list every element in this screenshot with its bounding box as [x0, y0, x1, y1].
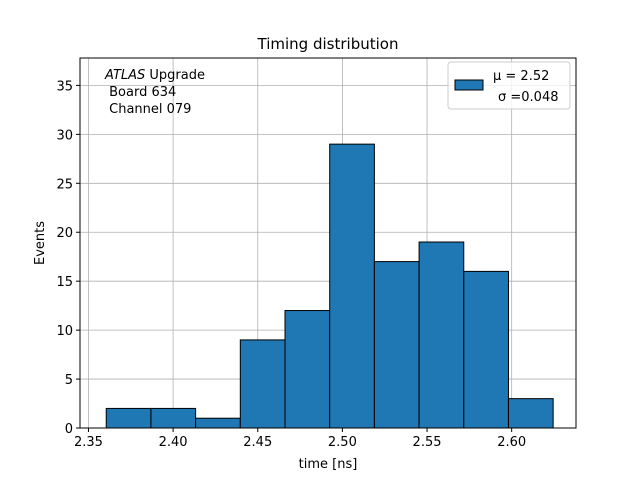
histogram-bar-8 — [463, 270, 509, 429]
legend: μ = 2.52 σ =0.048 — [447, 61, 571, 110]
legend-swatch — [454, 79, 484, 91]
legend-box — [447, 61, 571, 110]
histogram-bar-4 — [284, 310, 331, 429]
x-axis-ticks: 2.35 2.40 2.45 2.50 2.55 2.60 — [74, 428, 526, 450]
y-axis-ticks: 0 5 10 15 20 25 30 35 — [56, 79, 80, 437]
y-tick-label-1: 5 — [65, 373, 73, 388]
histogram-bar-5 — [329, 143, 375, 429]
histogram-bar-2 — [195, 417, 241, 429]
annotation-upgrade: Upgrade — [145, 68, 205, 83]
annotation-line-2: Board 634 — [105, 85, 176, 100]
legend-sigma: σ =0.048 — [498, 90, 558, 105]
x-tick-label-3: 2.50 — [328, 435, 357, 450]
info-annotation: ATLAS Upgrade Board 634 Channel 079 — [104, 68, 205, 117]
annotation-line-1: ATLAS Upgrade — [104, 68, 205, 83]
chart-title: Timing distribution — [257, 35, 399, 53]
annotation-atlas: ATLAS — [104, 68, 145, 83]
legend-mu: μ = 2.52 — [493, 69, 549, 84]
histogram-bar-6 — [373, 261, 420, 429]
annotation-line-3: Channel 079 — [105, 102, 191, 117]
x-tick-label-0: 2.35 — [74, 435, 103, 450]
x-tick-label-4: 2.55 — [413, 435, 442, 450]
x-axis-label: time [ns] — [299, 457, 358, 472]
histogram-bar-0 — [105, 407, 152, 429]
y-tick-label-6: 30 — [56, 128, 73, 143]
histogram-bar-7 — [418, 241, 465, 429]
histogram-bar-1 — [150, 407, 197, 429]
y-tick-label-7: 35 — [56, 79, 73, 94]
x-tick-label-5: 2.60 — [497, 435, 526, 450]
y-tick-label-3: 15 — [56, 275, 73, 290]
y-tick-label-0: 0 — [65, 422, 73, 437]
plot-frame — [79, 57, 577, 429]
y-tick-label-4: 20 — [56, 226, 73, 241]
histogram-bar-3 — [239, 339, 286, 429]
x-tick-label-2: 2.45 — [243, 435, 272, 450]
x-tick-label-1: 2.40 — [159, 435, 188, 450]
histogram-bar-9 — [507, 398, 554, 429]
y-tick-label-2: 10 — [56, 324, 73, 339]
y-tick-label-5: 25 — [56, 177, 73, 192]
y-axis-label: Events — [33, 221, 48, 265]
